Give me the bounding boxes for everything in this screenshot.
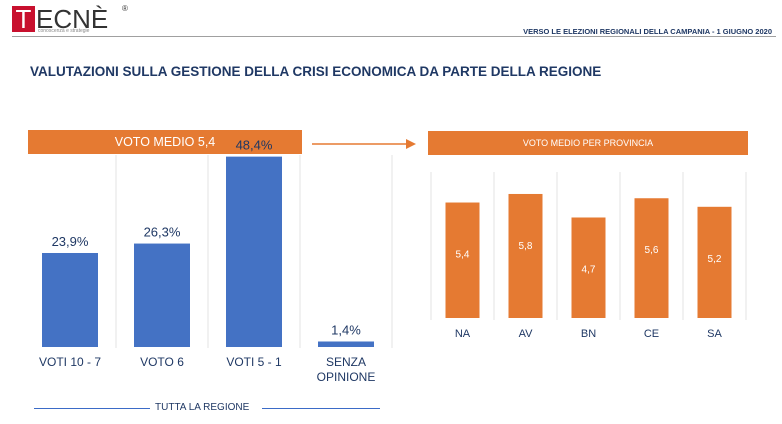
category-label: NA — [455, 328, 471, 340]
footer-line-right — [262, 408, 380, 409]
bar-value-label: 5,4 — [456, 250, 470, 261]
tecne-logo: T ECNÈ ® conoscenza e strategie — [12, 2, 132, 36]
header-subtitle: VERSO LE ELEZIONI REGIONALI DELLA CAMPAN… — [523, 27, 772, 36]
page-title: VALUTAZIONI SULLA GESTIONE DELLA CRISI E… — [30, 64, 602, 79]
bar-1 — [134, 243, 190, 347]
category-label: AV — [519, 328, 534, 340]
category-label: VOTI 10 - 7 — [39, 355, 101, 369]
category-label: VOTI 5 - 1 — [226, 355, 282, 369]
bar-value-label: 5,2 — [708, 254, 722, 265]
logo-wordmark: ECNÈ — [36, 4, 109, 34]
header-divider — [12, 36, 776, 37]
footer-line-left — [34, 408, 150, 409]
bar-value-label: 4,7 — [582, 264, 596, 275]
left-chart-banner: VOTO MEDIO 5,4 — [28, 130, 302, 154]
bar-2 — [226, 156, 282, 347]
category-label: OPINIONE — [317, 370, 376, 384]
logo-tagline: conoscenza e strategie — [38, 28, 90, 34]
bar-3 — [634, 198, 669, 318]
category-label: SENZA — [326, 355, 366, 369]
bar-value-label: 5,6 — [645, 245, 659, 256]
bar-value-label: 48,4% — [236, 138, 273, 153]
bar-0 — [42, 252, 98, 347]
bar-value-label: 5,8 — [519, 241, 533, 252]
left-bar-chart: 23,9% VOTI 10 - 7 26,3% VOTO 6 48,4% VOTI 5 -… — [39, 138, 393, 384]
bar-4 — [697, 206, 732, 318]
category-label: VOTO 6 — [140, 355, 184, 369]
bar-value-label: 23,9% — [52, 234, 89, 249]
left-chart-footer: TUTTA LA REGIONE — [155, 402, 250, 413]
category-label: CE — [644, 328, 659, 340]
bar-value-label: 1,4% — [331, 322, 361, 337]
category-label: SA — [707, 328, 722, 340]
bar-0 — [445, 202, 480, 318]
logo-letter-box: T — [12, 6, 35, 32]
bar-value-label: 26,3% — [144, 225, 181, 240]
bar-2 — [571, 217, 606, 318]
arrow-icon — [312, 139, 416, 149]
bar-3 — [318, 341, 374, 347]
right-bar-chart: 5,4 NA 5,8 AV 4,7 BN 5,6 CE 5,2 SA — [430, 172, 747, 340]
category-label: BN — [581, 328, 596, 340]
right-chart-banner: VOTO MEDIO PER PROVINCIA — [428, 131, 748, 155]
logo-registered-mark: ® — [122, 4, 128, 13]
bar-1 — [508, 193, 543, 318]
